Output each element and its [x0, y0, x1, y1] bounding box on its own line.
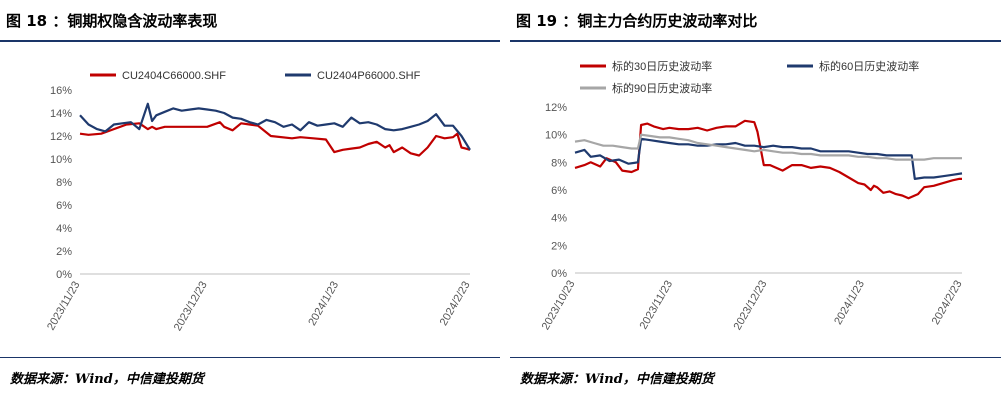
series-line [79, 102, 471, 151]
header-rule [0, 40, 500, 42]
x-tick-label: 2024/2/23 [930, 279, 965, 327]
chart-title: 图 18 ：铜期权隐含波动率表现 [6, 12, 218, 30]
legend-label: 标的30日历史波动率 [612, 59, 712, 73]
x-tick-label: 2023/11/23 [45, 280, 83, 333]
chart-panel-right: 图 19 ：铜主力合约历史波动率对比 标的30日历史波动率 标的60日历史波动率标… [510, 0, 1001, 400]
y-tick-label: 8% [551, 157, 567, 169]
header-rule [510, 40, 1001, 42]
y-tick-label: 12% [545, 102, 567, 114]
legend-item: CU2404P66000.SHF [285, 70, 421, 82]
footer-rule [510, 357, 1001, 358]
legend-item: 标的90日历史波动率 [580, 81, 712, 95]
x-tick-label: 2024/2/23 [438, 280, 473, 328]
legend-item: CU2404C66000.SHF [90, 70, 226, 82]
series-line [574, 133, 962, 161]
y-tick-label: 2% [551, 240, 567, 252]
series-line [574, 137, 963, 180]
legend-label: CU2404P66000.SHF [317, 70, 421, 82]
y-tick-label: 4% [551, 213, 567, 225]
y-tick-label: 12% [50, 131, 72, 143]
legend-label: 标的60日历史波动率 [819, 59, 919, 73]
legend-label: CU2404C66000.SHF [122, 70, 226, 82]
source-note: 数据来源：Wind，中信建投期货 [520, 372, 714, 387]
source-note: 数据来源：Wind，中信建投期货 [10, 372, 204, 387]
x-tick-label: 2023/11/23 [638, 279, 676, 332]
y-tick-label: 10% [50, 154, 72, 166]
y-tick-label: 16% [50, 85, 72, 97]
chart-panel-left: 图 18 ：铜期权隐含波动率表现 CU2404C66000.SHF CU2404P… [0, 0, 500, 400]
x-tick-label: 2023/12/23 [172, 280, 210, 334]
y-tick-label: 0% [56, 269, 72, 281]
y-tick-label: 8% [56, 177, 72, 189]
y-tick-label: 6% [56, 200, 72, 212]
chart-title: 图 19 ：铜主力合约历史波动率对比 [516, 12, 758, 30]
y-tick-label: 14% [50, 108, 72, 120]
series-line [79, 121, 471, 157]
x-tick-label: 2023/10/23 [540, 279, 578, 333]
implied-volatility-chart: CU2404C66000.SHF CU2404P66000.SHF 0% 2% 4% 6%… [45, 70, 473, 334]
y-tick-label: 10% [545, 130, 567, 142]
x-tick-label: 2024/1/23 [306, 280, 341, 328]
legend-item: 标的60日历史波动率 [787, 59, 919, 73]
legend-item: 标的30日历史波动率 [580, 59, 712, 73]
legend-label: 标的90日历史波动率 [612, 81, 712, 95]
x-tick-label: 2023/12/23 [732, 279, 770, 333]
y-tick-label: 6% [551, 185, 567, 197]
x-tick-label: 2024/1/23 [832, 279, 867, 327]
footer-rule [0, 357, 500, 358]
y-tick-label: 0% [551, 268, 567, 280]
y-tick-label: 2% [56, 246, 72, 258]
y-tick-label: 4% [56, 223, 72, 235]
